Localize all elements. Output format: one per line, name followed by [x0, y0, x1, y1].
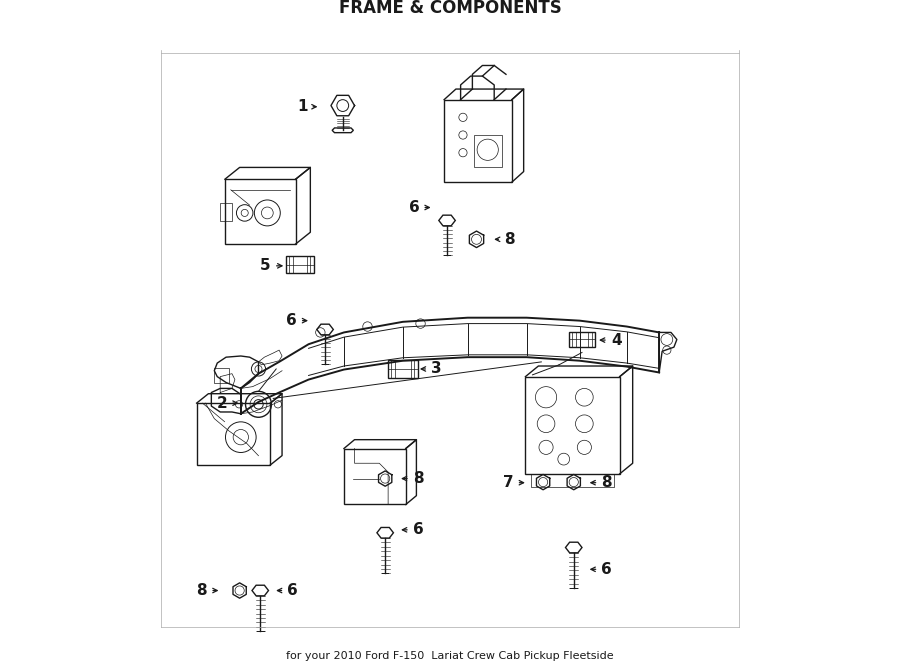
Text: 6: 6 — [287, 583, 298, 598]
Text: 6: 6 — [601, 562, 612, 577]
Text: for your 2010 Ford F-150  Lariat Crew Cab Pickup Fleetside: for your 2010 Ford F-150 Lariat Crew Cab… — [286, 650, 614, 660]
Bar — [388, 360, 418, 378]
Text: 3: 3 — [431, 362, 442, 377]
Bar — [569, 332, 595, 347]
Text: 2: 2 — [217, 396, 228, 410]
Text: 4: 4 — [611, 332, 622, 348]
Bar — [395, 360, 410, 378]
Text: 6: 6 — [413, 522, 424, 537]
Text: 6: 6 — [409, 200, 419, 215]
Bar — [285, 256, 314, 274]
Text: 1: 1 — [297, 99, 308, 114]
Text: FRAME & COMPONENTS: FRAME & COMPONENTS — [338, 0, 562, 17]
Text: 6: 6 — [286, 313, 297, 328]
Bar — [575, 332, 589, 347]
Bar — [392, 360, 414, 378]
Bar — [220, 203, 232, 221]
Bar — [292, 256, 307, 274]
Text: 8: 8 — [601, 475, 612, 490]
Text: 5: 5 — [260, 258, 271, 274]
Bar — [214, 368, 229, 383]
Text: 8: 8 — [504, 232, 515, 247]
Bar — [289, 256, 310, 274]
Text: 8: 8 — [413, 471, 424, 486]
Bar — [473, 135, 502, 167]
Text: 7: 7 — [503, 475, 514, 490]
Text: 8: 8 — [196, 583, 207, 598]
Bar — [572, 332, 591, 347]
